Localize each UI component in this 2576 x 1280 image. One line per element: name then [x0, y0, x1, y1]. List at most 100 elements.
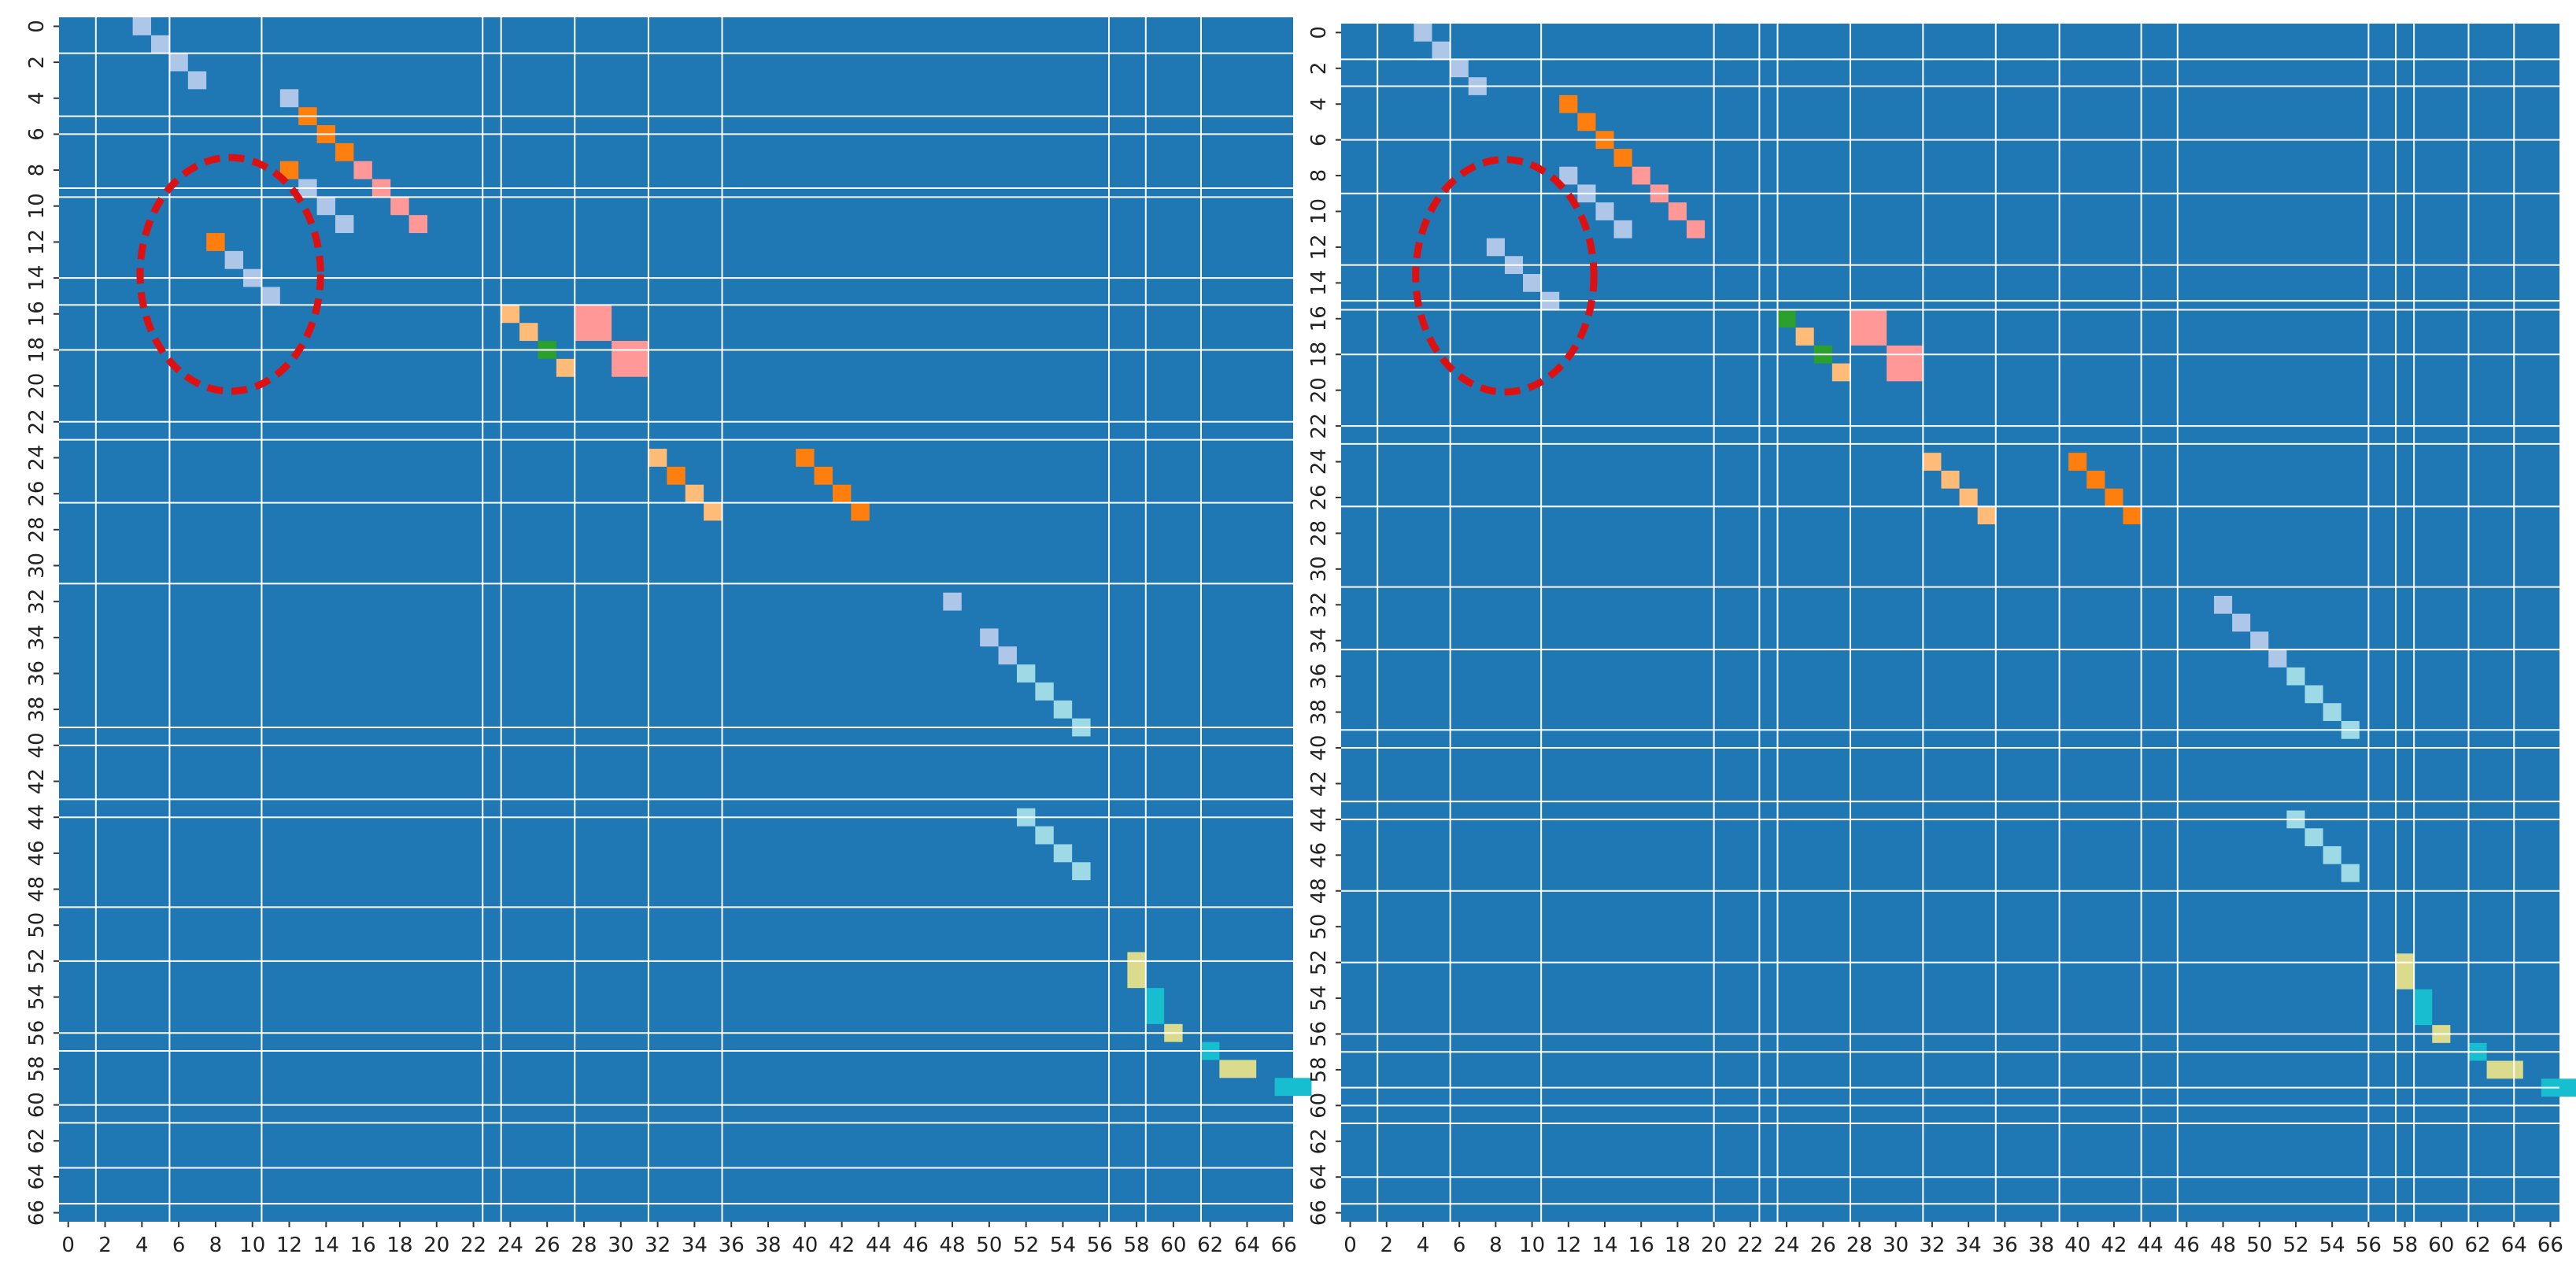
x-tick-label: 12	[276, 1234, 302, 1257]
heatmap-cell	[667, 466, 686, 485]
x-tick-label: 42	[829, 1234, 855, 1257]
heatmap-cell	[1613, 220, 1632, 239]
x-tick-label: 30	[1883, 1234, 1909, 1257]
x-tick-label: 14	[1591, 1234, 1617, 1257]
x-tick-label: 38	[755, 1234, 781, 1257]
heatmap-cell	[1632, 166, 1650, 185]
heatmap-cell	[704, 502, 723, 521]
heatmap-cell	[1977, 506, 1996, 525]
heatmap-cell	[1432, 41, 1451, 60]
heatmap-background	[59, 17, 1293, 1222]
x-tick-label: 8	[209, 1234, 223, 1257]
x-tick-label: 46	[903, 1234, 929, 1257]
y-tick-label: 42	[25, 768, 49, 794]
y-tick-label: 58	[25, 1056, 49, 1082]
x-tick-label: 40	[2064, 1234, 2090, 1257]
heatmap-cell	[1668, 202, 1687, 220]
x-tick-label: 50	[2246, 1234, 2272, 1257]
x-tick-label: 42	[2101, 1234, 2127, 1257]
x-tick-label: 44	[866, 1234, 892, 1257]
x-tick-label: 20	[1701, 1234, 1727, 1257]
x-tick-label: 50	[976, 1234, 1002, 1257]
x-tick-label: 26	[534, 1234, 560, 1257]
heatmap-cell	[151, 35, 170, 54]
heatmap-cell	[390, 197, 409, 216]
x-tick-label: 66	[1271, 1234, 1297, 1257]
x-tick-label: 34	[682, 1234, 708, 1257]
heatmap-cell	[2105, 488, 2123, 507]
x-tick-label: 62	[1197, 1234, 1223, 1257]
x-tick-label: 8	[1489, 1234, 1502, 1257]
heatmap-cell	[796, 449, 815, 467]
x-tick-label: 64	[2501, 1234, 2527, 1257]
heatmap-cell	[2250, 631, 2269, 650]
heatmap-cell	[1274, 1078, 1312, 1097]
heatmap-cell	[2286, 667, 2305, 686]
x-tick-label: 54	[1050, 1234, 1076, 1257]
x-tick-label: 52	[1013, 1234, 1039, 1257]
x-tick-label: 6	[1453, 1234, 1466, 1257]
y-tick-label: 36	[1307, 664, 1331, 690]
highlight-ellipse	[136, 154, 324, 395]
y-tick-label: 24	[25, 445, 49, 471]
y-tick-label: 60	[1307, 1093, 1331, 1119]
heatmap-cell	[335, 142, 354, 161]
heatmap-cell	[1053, 844, 1073, 863]
x-tick-label: 4	[135, 1234, 149, 1257]
y-tick-label: 22	[25, 409, 49, 435]
heatmap-cell	[2086, 470, 2105, 489]
x-tick-label: 4	[1417, 1234, 1430, 1257]
heatmap-cell	[980, 628, 999, 647]
heatmap-cell	[2486, 1060, 2523, 1079]
x-tick-label: 10	[239, 1234, 265, 1257]
heatmap-cell	[1127, 952, 1146, 989]
heatmap-cell	[261, 287, 280, 305]
heatmap-cell	[1072, 862, 1091, 881]
heatmap-cell	[1035, 826, 1054, 845]
y-tick-label: 4	[25, 91, 49, 105]
x-tick-label: 60	[1160, 1234, 1186, 1257]
y-tick-label: 32	[1307, 592, 1331, 618]
x-tick-label: 46	[2174, 1234, 2200, 1257]
x-tick-label: 48	[2210, 1234, 2236, 1257]
heatmap-cell	[279, 89, 299, 108]
heatmap-cell	[814, 466, 833, 485]
heatmap-cell	[612, 341, 649, 377]
y-tick-label: 46	[1307, 842, 1331, 868]
x-tick-label: 64	[1234, 1234, 1260, 1257]
x-tick-label: 26	[1810, 1234, 1836, 1257]
x-tick-label: 44	[2138, 1234, 2164, 1257]
y-tick-label: 52	[25, 948, 49, 974]
x-tick-label: 48	[939, 1234, 965, 1257]
heatmap-cell	[169, 53, 188, 72]
heatmap-cell	[2123, 506, 2142, 525]
x-tick-label: 24	[497, 1234, 523, 1257]
y-tick-label: 60	[25, 1092, 49, 1118]
y-tick-label: 24	[1307, 449, 1331, 475]
x-tick-label: 24	[1774, 1234, 1800, 1257]
x-tick-label: 36	[1992, 1234, 2018, 1257]
x-tick-label: 2	[1380, 1234, 1393, 1257]
heatmap-cell	[2341, 864, 2360, 882]
heatmap-cell	[279, 161, 299, 179]
y-tick-label: 50	[25, 912, 49, 938]
heatmap-cell	[1959, 488, 1978, 507]
y-tick-label: 44	[25, 805, 49, 831]
heatmap-cell	[851, 502, 870, 521]
y-tick-label: 20	[25, 373, 49, 399]
heatmap-cell	[2323, 845, 2341, 864]
y-tick-label: 54	[25, 984, 49, 1010]
y-tick-label: 54	[1307, 985, 1331, 1011]
y-tick-label: 4	[1307, 98, 1331, 111]
x-tick-label: 2	[98, 1234, 112, 1257]
highlight-ellipse	[1412, 156, 1598, 396]
y-tick-label: 62	[25, 1128, 49, 1154]
x-tick-label: 58	[1124, 1234, 1150, 1257]
y-tick-label: 58	[1307, 1056, 1331, 1082]
y-tick-label: 64	[1307, 1164, 1331, 1190]
y-tick-label: 62	[1307, 1128, 1331, 1154]
x-tick-label: 22	[1737, 1234, 1763, 1257]
x-tick-label: 12	[1555, 1234, 1581, 1257]
y-tick-label: 12	[25, 229, 49, 255]
